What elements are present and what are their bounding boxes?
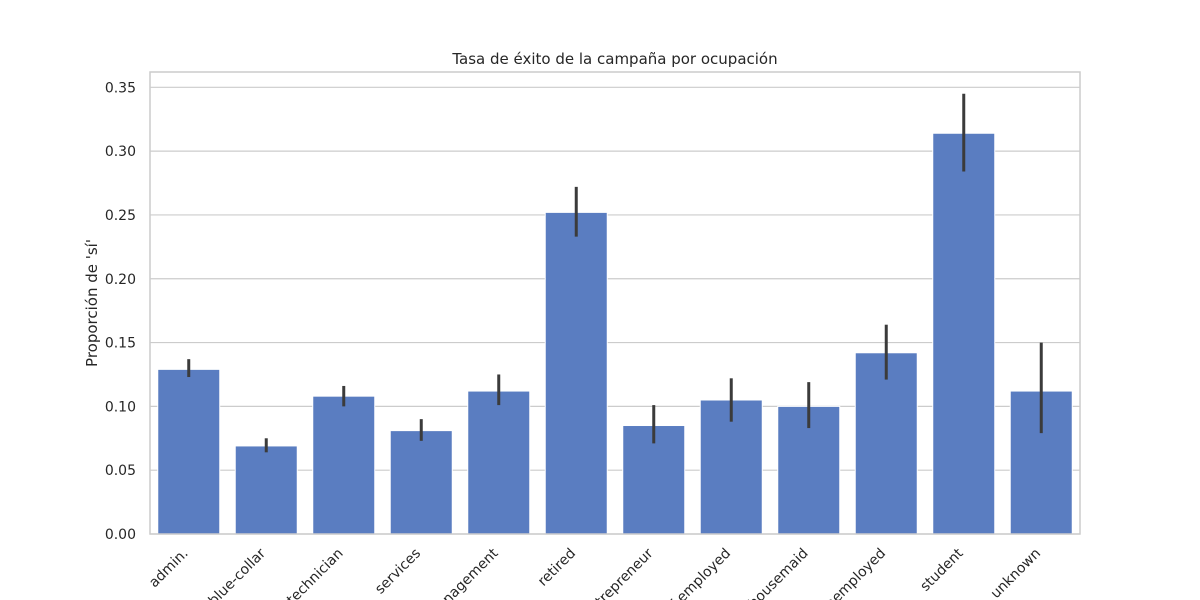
- x-tick-label: management: [424, 545, 502, 600]
- bars: [157, 132, 1073, 535]
- chart-title: Tasa de éxito de la campaña por ocupació…: [451, 50, 777, 68]
- x-tick-label: self-employed: [653, 546, 734, 600]
- x-tick-label: entrepreneur: [580, 545, 657, 600]
- bar: [389, 430, 453, 535]
- bar: [467, 390, 531, 535]
- y-tick-label: 0.20: [105, 272, 136, 288]
- bar: [234, 445, 298, 535]
- y-tick-label: 0.05: [105, 463, 136, 479]
- y-tick-label: 0.25: [105, 208, 136, 224]
- bar: [544, 211, 608, 535]
- x-tick-label: admin.: [146, 546, 191, 591]
- y-tick-label: 0.30: [105, 144, 136, 160]
- y-tick-label: 0.15: [105, 336, 136, 352]
- x-tick-label: unemployed: [816, 546, 889, 600]
- bar: [854, 352, 918, 535]
- x-tick-label: retired: [535, 546, 579, 590]
- y-tick-label: 0.00: [105, 527, 136, 543]
- y-axis-label: Proporción de 'sí': [83, 239, 101, 367]
- grid-lines: [150, 86, 1080, 535]
- x-tick-label: unknown: [988, 546, 1044, 600]
- bar: [699, 399, 763, 535]
- x-tick-label: student: [917, 545, 967, 595]
- bar: [622, 425, 686, 535]
- y-tick-labels: 0.00 0.05 0.10 0.15 0.20 0.25 0.30 0.35: [105, 80, 136, 543]
- bar: [932, 132, 996, 535]
- bar: [157, 368, 221, 535]
- y-tick-label: 0.10: [105, 399, 136, 415]
- bar: [312, 395, 376, 535]
- x-tick-labels: admin. blue-collar technician services manag…: [146, 545, 1044, 600]
- x-tick-label: housemaid: [746, 546, 812, 600]
- x-tick-label: blue-collar: [206, 545, 270, 600]
- x-tick-label: technician: [284, 546, 347, 600]
- y-tick-label: 0.35: [105, 80, 136, 96]
- bar: [1009, 390, 1073, 535]
- x-tick-label: services: [372, 546, 424, 598]
- error-bars: [187, 93, 1043, 453]
- plot-frame: [149, 71, 1081, 535]
